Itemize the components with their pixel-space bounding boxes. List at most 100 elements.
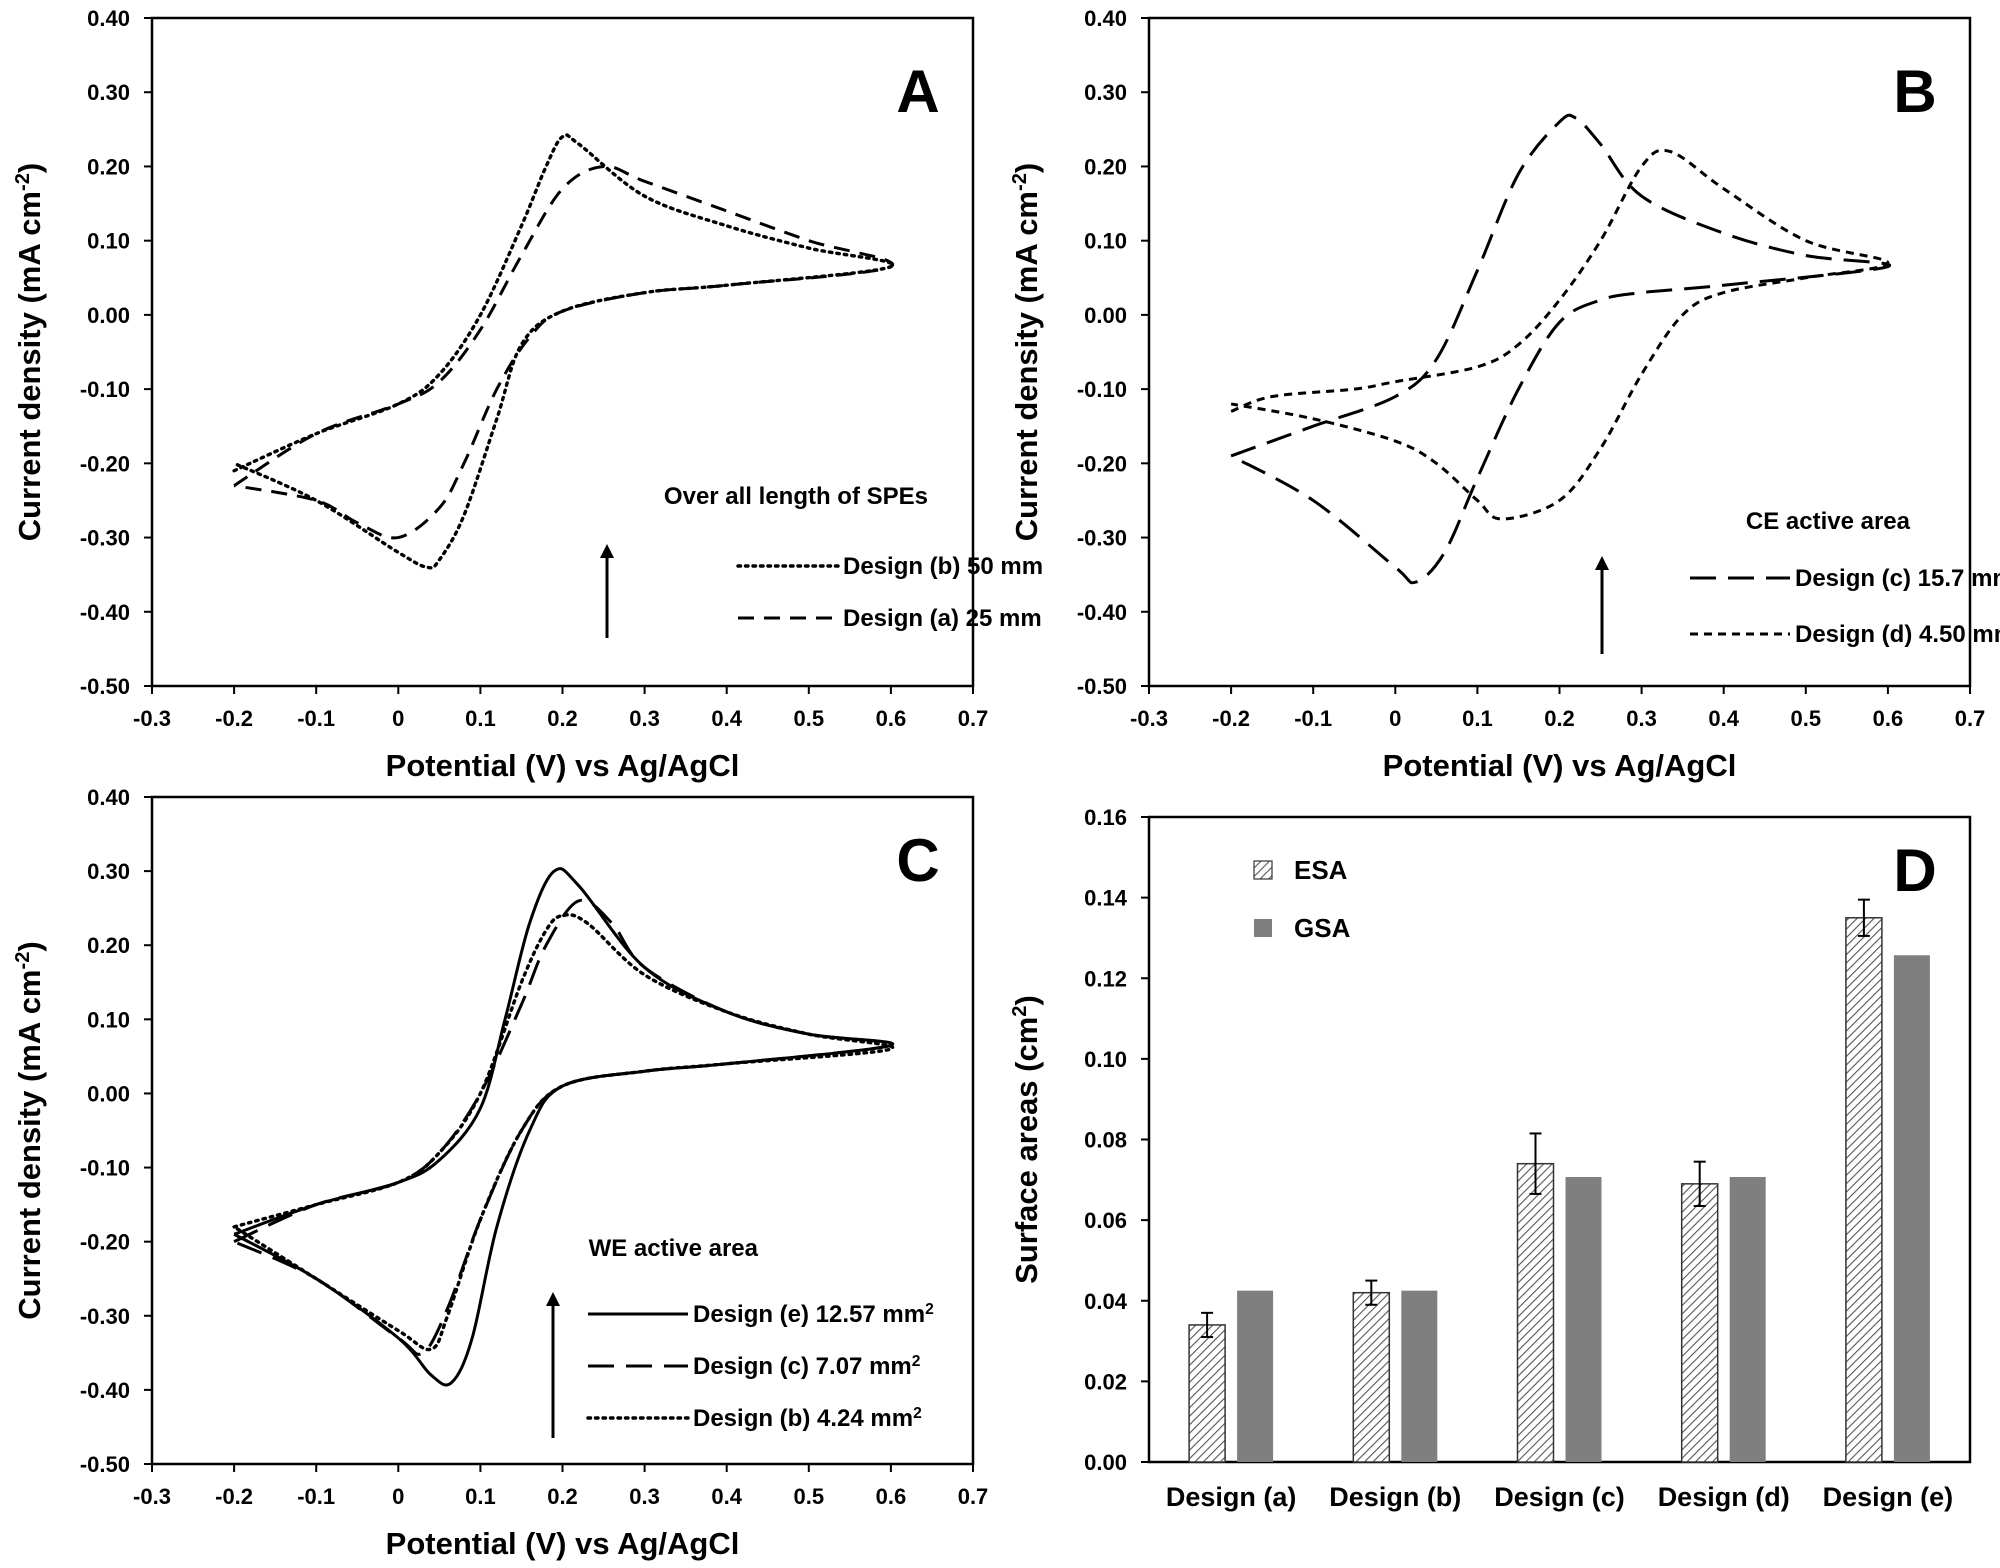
- gsa-bar: [1565, 1176, 1602, 1462]
- y-axis-label: Surface areas (cm2): [1009, 995, 1044, 1284]
- y-tick-label: -0.40: [1077, 600, 1127, 625]
- esa-bar: [1352, 1291, 1391, 1463]
- x-tick-label: 0.5: [794, 706, 825, 731]
- arrow-head-icon: [546, 1292, 560, 1306]
- x-tick-label: -0.2: [1212, 706, 1250, 731]
- y-tick-label: 0.30: [87, 859, 130, 884]
- y-tick-label: -0.10: [80, 1156, 130, 1181]
- x-tick-label: 0: [392, 1484, 404, 1509]
- annotation-text: Over all length of SPEs: [664, 483, 928, 510]
- y-tick-label: -0.50: [80, 674, 130, 699]
- x-tick-label: 0.3: [1626, 706, 1657, 731]
- y-tick-label: 0.10: [1084, 1047, 1127, 1072]
- x-tick-label: -0.2: [215, 706, 253, 731]
- x-tick-label: 0.6: [1873, 706, 1904, 731]
- y-tick-label: 0.00: [87, 1081, 130, 1106]
- y-tick-label: 0.40: [87, 6, 130, 31]
- x-tick-label: 0.2: [547, 1484, 578, 1509]
- legend-label: Design (c) 15.7 mm2: [1795, 565, 2000, 593]
- panel-d: 0.16 0.14 0.12 0.10 0.08 0.06 0.04 0.02 0.00 Surf…: [1009, 805, 1972, 1512]
- y-tick-label: 0.10: [1084, 229, 1127, 254]
- y-tick-label: 0.12: [1084, 966, 1127, 991]
- legend-label: Design (b) 50 mm: [843, 553, 1043, 580]
- y-axis-label: Current density (mA cm-2): [12, 163, 47, 542]
- y-tick-label: -0.40: [80, 600, 130, 625]
- esa-bar: [1845, 917, 1883, 1463]
- y-tick-label: -0.50: [80, 1452, 130, 1477]
- x-tick-label: 0.2: [1544, 706, 1575, 731]
- y-tick-label: 0.10: [87, 229, 130, 254]
- panel-a: 0.400.300.200.100.00-0.10-0.20-0.30-0.40…: [12, 6, 1043, 783]
- arrow-head-icon: [1595, 556, 1609, 570]
- esa-bar: [1188, 1324, 1226, 1463]
- y-tick-label: 0.02: [1084, 1369, 1127, 1394]
- x-tick-label: 0.4: [1708, 706, 1739, 731]
- x-tick-label: 0.3: [629, 706, 660, 731]
- annotation-text: WE active area: [589, 1235, 759, 1262]
- y-tick-label: 0.00: [87, 303, 130, 328]
- x-tick-label: -0.1: [297, 1484, 335, 1509]
- x-tick-label: 0.7: [958, 1484, 989, 1509]
- series-line-2: [233, 898, 895, 1356]
- x-tick-label: -0.2: [215, 1484, 253, 1509]
- y-tick-label: 0.30: [1084, 80, 1127, 105]
- panel-letter: C: [896, 827, 939, 894]
- x-tick-label: 0.1: [465, 706, 496, 731]
- y-tick-label: 0.14: [1084, 886, 1128, 911]
- x-tick-label: 0.6: [876, 706, 907, 731]
- legend-label: Design (e) 12.57 mm2: [693, 1301, 934, 1329]
- series-line-2: [233, 164, 895, 540]
- esa-bar: [1516, 1162, 1555, 1463]
- y-tick-label: -0.20: [1077, 451, 1127, 476]
- x-tick-label: 0.7: [1955, 706, 1986, 731]
- y-tick-label: -0.30: [80, 1304, 130, 1329]
- esa-bar: [1680, 1183, 1719, 1463]
- series-line-1: [233, 867, 895, 1387]
- legend-label: ESA: [1294, 855, 1348, 885]
- x-tick-label: 0.2: [547, 706, 578, 731]
- x-tick-label: -0.3: [133, 706, 171, 731]
- y-tick-label: 0.10: [87, 1007, 130, 1032]
- gsa-bar: [1893, 955, 1930, 1462]
- series-line-1: [232, 133, 895, 570]
- y-tick-label: -0.50: [1077, 674, 1127, 699]
- x-tick-label: 0.4: [711, 706, 742, 731]
- arrow-head-icon: [600, 544, 614, 558]
- x-category-label: Design (b): [1329, 1482, 1461, 1512]
- y-tick-label: 0.06: [1084, 1208, 1127, 1233]
- gsa-bar: [1729, 1176, 1766, 1462]
- y-tick-label: 0.30: [87, 80, 130, 105]
- x-tick-label: -0.1: [297, 706, 335, 731]
- panel-b: 0.400.300.200.100.00-0.10-0.20-0.30-0.40…: [1009, 6, 2000, 783]
- y-tick-label: 0.00: [1084, 1450, 1127, 1475]
- x-tick-label: 0.5: [794, 1484, 825, 1509]
- panel-letter: A: [896, 58, 939, 125]
- y-tick-label: 0.20: [1084, 154, 1127, 179]
- x-tick-label: 0.6: [876, 1484, 907, 1509]
- y-tick-label: 0.08: [1084, 1128, 1127, 1153]
- x-category-label: Design (e): [1823, 1482, 1954, 1512]
- series-line-2: [1230, 148, 1890, 521]
- x-tick-label: -0.3: [1130, 706, 1168, 731]
- y-tick-label: -0.30: [80, 526, 130, 551]
- y-axis-label: Current density (mA cm-2): [1009, 163, 1044, 542]
- y-tick-label: 0.20: [87, 154, 130, 179]
- x-axis-label: Potential (V) vs Ag/AgCl: [386, 1526, 740, 1561]
- y-tick-label: 0.20: [87, 933, 130, 958]
- series-line-3: [232, 913, 895, 1352]
- y-tick-label: -0.30: [1077, 526, 1127, 551]
- y-tick-label: -0.20: [80, 1230, 130, 1255]
- y-tick-label: -0.10: [1077, 377, 1127, 402]
- y-axis-label: Current density (mA cm-2): [12, 941, 47, 1320]
- panel-letter: D: [1893, 837, 1936, 904]
- legend-swatch: [1253, 860, 1273, 880]
- x-tick-label: 0: [1389, 706, 1401, 731]
- legend-label: Design (d) 4.50 mm2: [1795, 621, 2000, 649]
- legend-label: GSA: [1294, 913, 1351, 943]
- x-tick-label: -0.3: [133, 1484, 171, 1509]
- plot-frame: [150, 16, 975, 688]
- x-tick-label: 0.7: [958, 706, 989, 731]
- x-tick-label: 0.4: [711, 1484, 742, 1509]
- y-tick-label: -0.20: [80, 451, 130, 476]
